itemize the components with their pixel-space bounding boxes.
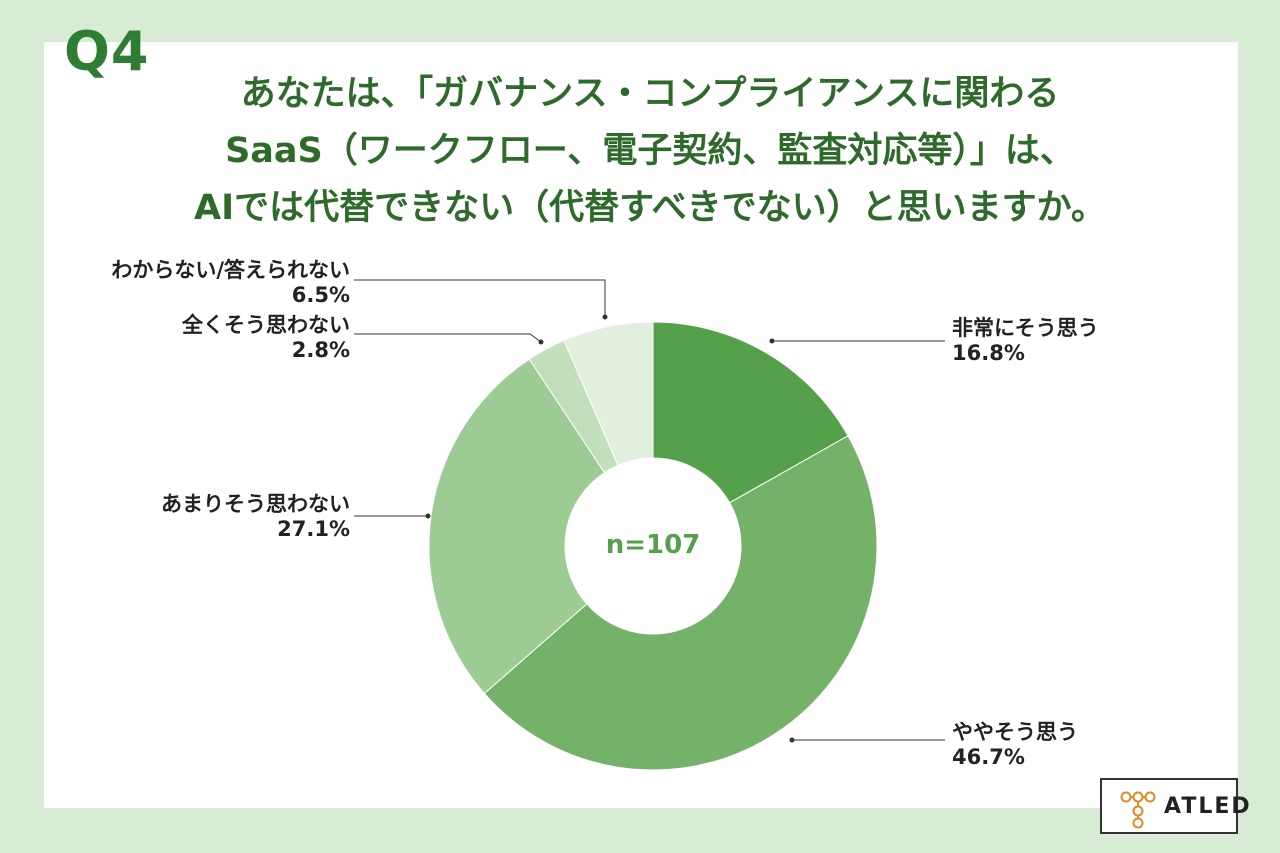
slice-somewhat-disagree xyxy=(428,358,606,695)
label-value: 16.8% xyxy=(952,341,1025,365)
slice-strongly-agree xyxy=(652,321,849,504)
label-name: わからない/答えられない xyxy=(111,258,350,282)
label-name: 全くそう思わない xyxy=(182,313,350,337)
leader-somewhat-disagree-dot xyxy=(425,513,431,519)
label-somewhat-disagree: あまりそう思わない 27.1% xyxy=(100,492,350,542)
label-value: 6.5% xyxy=(291,283,350,307)
leader-dont-know-dot xyxy=(602,314,608,320)
label-dont-know: わからない/答えられない 6.5% xyxy=(60,258,350,308)
label-strongly-agree: 非常にそう思う 16.8% xyxy=(952,316,1099,366)
title-line-2: SaaS（ワークフロー、電子契約、監査対応等）」は、 xyxy=(225,131,1075,171)
slice-dont-know xyxy=(563,321,654,466)
chart-title: あなたは、「ガバナンス・コンプライアンスに関わる SaaS（ワークフロー、電子契… xyxy=(150,66,1150,237)
label-name: 非常にそう思う xyxy=(952,316,1099,340)
slice-somewhat-agree xyxy=(483,435,878,771)
leader-dont-know xyxy=(354,279,606,317)
title-line-1: あなたは、「ガバナンス・コンプライアンスに関わる xyxy=(240,74,1060,114)
label-value: 46.7% xyxy=(952,745,1025,769)
question-number: Q4 xyxy=(64,20,150,83)
label-value: 2.8% xyxy=(291,338,350,362)
logo-mark-icon xyxy=(1120,791,1156,829)
label-name: ややそう思う xyxy=(952,720,1078,744)
sample-size-label: n=107 xyxy=(605,530,701,560)
label-name: あまりそう思わない xyxy=(161,492,350,516)
label-strongly-disagree: 全くそう思わない 2.8% xyxy=(100,313,350,363)
label-value: 27.1% xyxy=(277,517,350,541)
leader-somewhat-agree-dot xyxy=(789,737,795,743)
leader-strongly-disagree-dot xyxy=(538,339,544,345)
leader-strongly-agree-dot xyxy=(769,338,775,344)
title-line-3: AIでは代替できない（代替すべきでない）と思いますか。 xyxy=(194,188,1106,228)
logo-text: ATLED xyxy=(1164,794,1252,819)
leader-strongly-disagree xyxy=(354,333,542,343)
atled-logo: ATLED xyxy=(1100,778,1250,834)
label-somewhat-agree: ややそう思う 46.7% xyxy=(952,720,1078,770)
